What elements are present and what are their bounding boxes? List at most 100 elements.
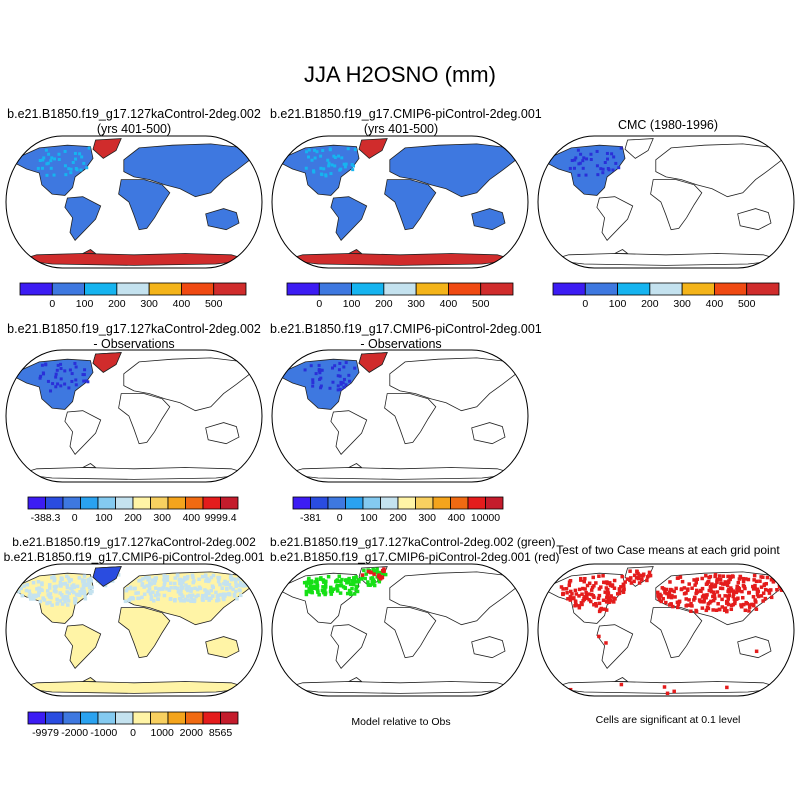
cell (704, 608, 709, 613)
cell (169, 586, 173, 590)
cell (59, 384, 63, 388)
cell (211, 573, 216, 578)
cell (165, 587, 169, 591)
cell (372, 572, 376, 576)
cell (74, 592, 79, 597)
cell (329, 587, 333, 592)
cell (744, 577, 748, 581)
cell (239, 583, 243, 588)
cell (339, 584, 344, 588)
cell (58, 580, 63, 584)
colorbar-swatch (318, 282, 352, 296)
cell (723, 580, 727, 584)
continent-eurasia (123, 357, 253, 412)
cell (610, 152, 614, 156)
cell (580, 592, 584, 596)
colorbar-swatch (150, 496, 169, 510)
cell (715, 577, 720, 581)
cell (769, 595, 774, 600)
cell (741, 576, 745, 581)
cell (347, 576, 351, 581)
continent-antarctica (550, 253, 782, 266)
cell (141, 577, 145, 581)
cell (320, 173, 324, 177)
cell (369, 570, 373, 575)
cell (200, 598, 205, 602)
cell (192, 598, 197, 602)
cell (374, 568, 378, 573)
cell (55, 597, 59, 602)
cell (334, 579, 339, 583)
cell (737, 587, 742, 592)
cell (754, 600, 758, 604)
cell (716, 601, 720, 606)
cell (344, 361, 348, 365)
cell (307, 586, 311, 591)
cell (569, 589, 573, 594)
cell (40, 581, 44, 585)
cell (227, 592, 232, 597)
cell (700, 606, 705, 610)
cell (574, 156, 578, 160)
cell (238, 593, 243, 598)
continent-greenland (624, 138, 654, 159)
cell (74, 167, 78, 171)
colorbar-swatch (27, 496, 46, 510)
cell (648, 573, 653, 578)
cell (647, 570, 652, 575)
cell (204, 592, 208, 596)
continent-samerica (596, 196, 634, 241)
cell (142, 592, 147, 596)
cell (48, 592, 53, 596)
cell (585, 596, 589, 600)
cell (617, 591, 622, 596)
cell (50, 603, 54, 607)
cell (596, 173, 600, 177)
cell (45, 589, 50, 593)
cell (22, 584, 26, 588)
cell (322, 580, 326, 584)
cell (565, 591, 569, 595)
panel-title-line1: b.e21.B1850.f19_g17.127kaControl-2deg.00… (7, 107, 261, 121)
colorbar-swatch (448, 282, 482, 296)
cell (313, 156, 317, 160)
continent-samerica (596, 624, 634, 669)
cell (82, 161, 86, 165)
cell (306, 578, 311, 582)
cell (41, 596, 45, 600)
cell (709, 587, 713, 592)
cell (45, 173, 49, 177)
cell (741, 579, 746, 584)
cell (762, 583, 766, 588)
continent-australia (737, 208, 772, 231)
colorbar-tick-label: 300 (407, 298, 425, 310)
continent-eurasia (389, 571, 519, 626)
cell (244, 583, 248, 588)
cell (721, 582, 725, 586)
cell (609, 594, 613, 598)
world-map-pi (271, 135, 529, 269)
cell (191, 575, 195, 580)
cell (628, 569, 632, 573)
cell (665, 591, 669, 596)
cell (204, 579, 208, 583)
cell (337, 368, 341, 372)
cell (65, 595, 70, 599)
cell (179, 586, 184, 590)
cell (713, 596, 717, 601)
cell (315, 587, 319, 591)
cell (686, 587, 690, 591)
continent-australia (471, 422, 506, 445)
cell (337, 154, 341, 158)
cell (700, 576, 704, 581)
greenland-cells (92, 566, 122, 587)
cell (173, 576, 178, 580)
cell (723, 594, 727, 598)
cell (65, 574, 69, 579)
cell (687, 582, 691, 586)
cell (357, 578, 361, 582)
cell (577, 587, 582, 592)
cell (73, 151, 77, 155)
cell (42, 598, 47, 602)
cell (169, 597, 173, 601)
